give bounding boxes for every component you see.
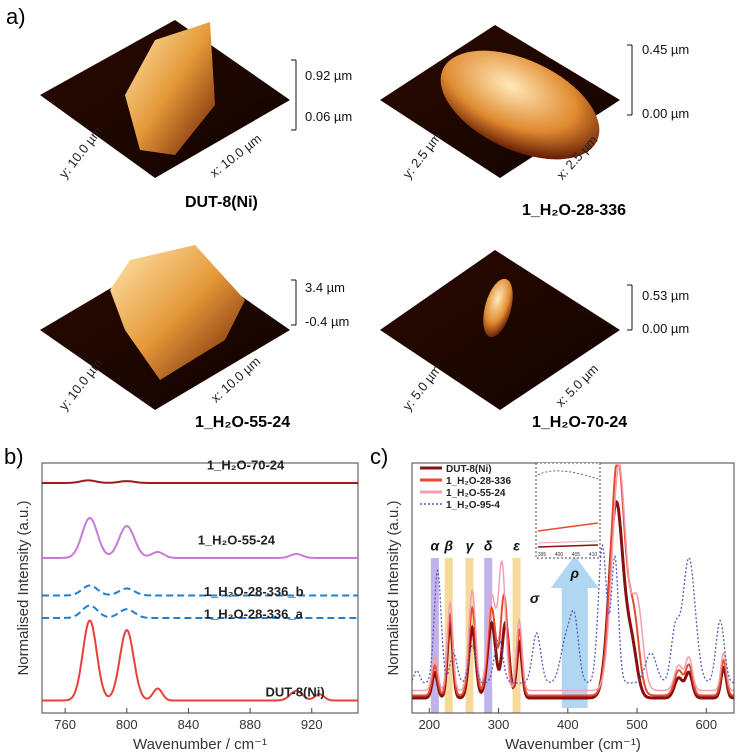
panel-label-a: a)	[6, 4, 26, 29]
chart-b-xlabel: Wavenumber / cm⁻¹	[133, 736, 267, 753]
afm-4-z-top: 0.53 µm	[642, 288, 690, 303]
chart-c-rho-label: ρ	[569, 565, 579, 581]
afm-2-z-top: 0.45 µm	[642, 42, 690, 57]
chart-c-band-label-2: γ	[466, 538, 475, 554]
afm-panel	[40, 20, 633, 410]
chart-c-inset-line-0	[537, 470, 599, 480]
chart-c-inset-tick-3: 410	[589, 552, 598, 558]
chart-c-band-label-0: α	[431, 538, 441, 554]
afm-scalebar-3	[291, 279, 297, 326]
chart-c-tick-label-400: 400	[557, 717, 579, 732]
afm-4-name: 1_H₂O-70-24	[532, 414, 628, 431]
afm-3-name: 1_H₂O-55-24	[195, 414, 291, 431]
chart-c-tick-label-500: 500	[626, 717, 648, 732]
chart-c-band-label-1: β	[443, 538, 453, 554]
chart-b-ylabel: Normalised Intensity (a.u.)	[15, 500, 32, 675]
chart-c-band-label-3: δ	[484, 538, 493, 554]
chart-c-band-0	[430, 558, 439, 713]
chart-c-inset-line-2	[537, 540, 599, 544]
chart-b-tick-label-840: 840	[178, 717, 200, 732]
afm-1-z-top: 0.92 µm	[305, 68, 353, 83]
afm-1-z-bottom: 0.06 µm	[305, 109, 353, 124]
afm-scalebar-4	[627, 284, 633, 331]
chart-c-inset-tick-1: 400	[555, 552, 564, 558]
chart-c-legend-label-1: 1_H₂O-28-336	[446, 476, 511, 487]
chart-b-series-1	[42, 516, 358, 559]
afm-3-z-top: 3.4 µm	[305, 280, 346, 295]
chart-c-sigma-label: σ	[530, 590, 540, 606]
chart-b-tick-label-800: 800	[116, 717, 138, 732]
chart-b-label-2: 1_H₂O-28-336_b	[204, 584, 304, 599]
chart-b-series-4	[42, 619, 358, 702]
chart-c-tick-label-200: 200	[418, 717, 440, 732]
afm-3-z-bottom: -0.4 µm	[305, 314, 350, 329]
chart-b-label-1: 1_H₂O-55-24	[198, 533, 276, 548]
chart-c-tick-label-600: 600	[695, 717, 717, 732]
chart-b-series-0	[42, 479, 358, 484]
afm-4-z-bottom: 0.00 µm	[642, 321, 690, 336]
chart-b-label-3: 1_H₂O-28-336_a	[204, 607, 304, 622]
chart-c-inset-tick-2: 405	[572, 552, 581, 558]
chart-c-ylabel: Normalised Intensity (a.u.)	[385, 500, 402, 675]
chart-c-tick-label-300: 300	[488, 717, 510, 732]
chart-b-series-2	[42, 584, 358, 597]
chart-c-series-3	[411, 543, 735, 684]
chart-c-band-label-4: ε	[513, 538, 520, 554]
afm-crystal-2	[440, 50, 600, 160]
chart-c-series-2	[412, 464, 735, 692]
chart-c-legend-label-3: 1_H₂O-95-4	[446, 500, 500, 511]
chart-c-inset-line-1	[537, 522, 599, 532]
chart-b: 760 800 840 880 920 Wavenumber / cm⁻¹ Normalis…	[15, 458, 359, 753]
chart-b-tick-label-880: 880	[239, 717, 261, 732]
panel-label-c: c)	[370, 444, 389, 469]
chart-c-xlabel: Wavenumber (cm⁻¹)	[505, 736, 641, 753]
chart-b-series-3	[42, 604, 358, 619]
afm-scalebar-1	[291, 59, 297, 131]
chart-b-tick-label-760: 760	[54, 717, 76, 732]
chart-c-legend-label-0: DUT-8(Ni)	[446, 464, 492, 475]
chart-b-label-4: DUT-8(Ni)	[266, 685, 325, 700]
afm-2-z-bottom: 0.00 µm	[642, 106, 690, 121]
panel-label-b: b)	[4, 444, 24, 469]
afm-2-name: 1_H₂O-28-336	[522, 202, 627, 219]
chart-c-rho-arrow	[550, 555, 599, 708]
chart-b-tick-label-920: 920	[301, 717, 323, 732]
afm-crystal-3	[110, 245, 245, 380]
chart-c-inset-line-3	[537, 544, 599, 548]
afm-1-name: DUT-8(Ni)	[185, 194, 258, 211]
afm-scalebar-2	[627, 44, 633, 116]
chart-c: α β γ δ ε ρ σ 200 300 400 500 600 Wavenumber (cm⁻¹) N…	[385, 462, 735, 753]
chart-c-legend-label-2: 1_H₂O-55-24	[446, 488, 506, 499]
chart-c-inset	[535, 462, 601, 559]
chart-c-band-4	[512, 558, 521, 713]
chart-c-series-1	[412, 464, 735, 697]
chart-c-inset-tick-0: 395	[538, 552, 547, 558]
afm-crystal-4	[483, 278, 513, 338]
afm-crystal-1	[125, 22, 215, 155]
chart-b-frame	[41, 462, 359, 714]
chart-b-label-0: 1_H₂O-70-24	[207, 458, 285, 473]
